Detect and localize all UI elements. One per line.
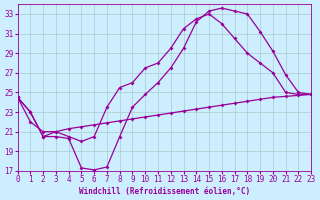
X-axis label: Windchill (Refroidissement éolien,°C): Windchill (Refroidissement éolien,°C) xyxy=(79,187,250,196)
